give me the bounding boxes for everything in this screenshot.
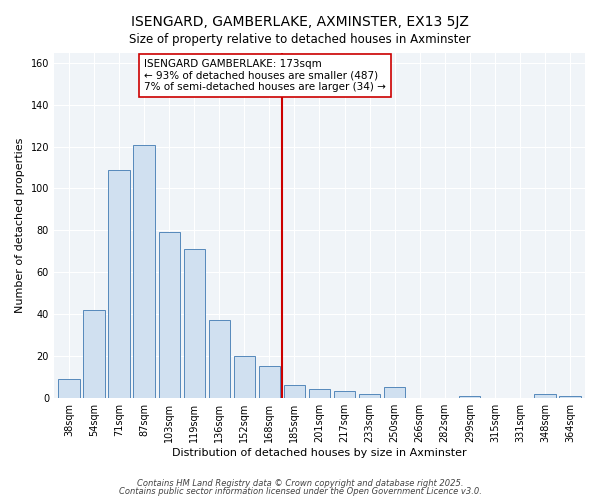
Bar <box>83 310 104 398</box>
Bar <box>284 385 305 398</box>
Text: ISENGARD, GAMBERLAKE, AXMINSTER, EX13 5JZ: ISENGARD, GAMBERLAKE, AXMINSTER, EX13 5J… <box>131 15 469 29</box>
Bar <box>309 390 330 398</box>
Bar <box>58 379 80 398</box>
Bar <box>359 394 380 398</box>
Bar <box>384 387 405 398</box>
Y-axis label: Number of detached properties: Number of detached properties <box>15 138 25 313</box>
Bar <box>259 366 280 398</box>
Bar <box>559 396 581 398</box>
Text: Contains HM Land Registry data © Crown copyright and database right 2025.: Contains HM Land Registry data © Crown c… <box>137 478 463 488</box>
Bar <box>334 392 355 398</box>
Bar <box>534 394 556 398</box>
Bar <box>158 232 180 398</box>
Bar <box>233 356 255 398</box>
X-axis label: Distribution of detached houses by size in Axminster: Distribution of detached houses by size … <box>172 448 467 458</box>
Text: ISENGARD GAMBERLAKE: 173sqm
← 93% of detached houses are smaller (487)
7% of sem: ISENGARD GAMBERLAKE: 173sqm ← 93% of det… <box>144 59 386 92</box>
Text: Contains public sector information licensed under the Open Government Licence v3: Contains public sector information licen… <box>119 487 481 496</box>
Bar <box>209 320 230 398</box>
Bar <box>184 249 205 398</box>
Text: Size of property relative to detached houses in Axminster: Size of property relative to detached ho… <box>129 32 471 46</box>
Bar <box>133 144 155 398</box>
Bar <box>459 396 481 398</box>
Bar <box>109 170 130 398</box>
